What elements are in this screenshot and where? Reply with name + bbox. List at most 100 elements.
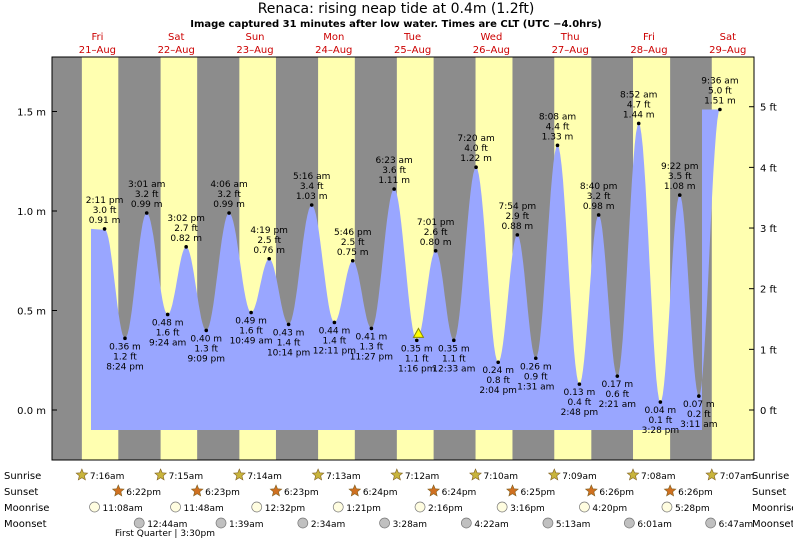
tide-point [433, 249, 438, 253]
tide-label: 12:33 am [432, 364, 475, 374]
moonset-time: 5:13am [556, 520, 591, 530]
tide-label: 7:20 am [457, 134, 494, 144]
day-name: Fri [643, 32, 655, 43]
sunrise-time: 7:14am [247, 472, 281, 482]
tide-label: 7:01 pm [417, 218, 455, 228]
tide-label: 0.07 m [683, 400, 715, 410]
tide-point [309, 203, 314, 207]
tide-label: 3:11 am [680, 420, 717, 430]
tide-label: 1.6 ft [156, 328, 180, 338]
moonrise-icon [89, 501, 100, 513]
sunset-row-label-left: Sunset [4, 487, 38, 498]
tide-label: 3.2 ft [135, 190, 159, 200]
tide-point [414, 338, 419, 343]
moonrise-time: 4:20pm [592, 504, 627, 514]
tide-point [286, 322, 291, 327]
tide-point [697, 394, 701, 398]
tide-point [227, 211, 231, 215]
tide-label: 3:28 pm [642, 426, 680, 436]
tide-label: 12:11 pm [313, 346, 356, 356]
tide-label: 1.44 m [623, 110, 655, 120]
tide-label: 9:24 am [149, 338, 186, 348]
sunrise-icon [75, 468, 89, 481]
tide-label: 0.9 ft [524, 372, 548, 382]
tide-label: 0.35 m [401, 344, 433, 354]
tide-label: 1.11 m [378, 176, 410, 186]
tide-label: 2.5 ft [257, 236, 281, 246]
moonset-icon [705, 517, 717, 529]
moonset-time: 12:44am [147, 520, 187, 530]
tide-label: 9:22 pm [661, 162, 699, 172]
tide-label: 0.91 m [89, 216, 121, 226]
tide-label: 0.82 m [170, 234, 202, 244]
day-name: Fri [91, 32, 103, 43]
tide-label: 1:31 am [517, 382, 554, 392]
tide-point [350, 258, 355, 263]
tide-label: 0.6 ft [605, 390, 629, 400]
moonrise-row-label-right: Moonrise [752, 503, 793, 514]
tide-label: 8:40 pm [580, 182, 618, 192]
day-date: 23–Aug [236, 45, 273, 56]
tide-label: 0.99 m [131, 200, 163, 210]
y-right-tick-label: 1 ft [760, 345, 777, 356]
day-date: 25–Aug [394, 45, 431, 56]
chart-title: Renaca: rising neap tide at 0.4m (1.2ft) [258, 1, 535, 17]
tide-label: 4:19 pm [250, 226, 288, 236]
tide-label: 0.80 m [420, 238, 452, 248]
moonrise-icon [661, 501, 673, 513]
sunset-time: 6:24pm [363, 488, 398, 498]
sunrise-row-label-left: Sunrise [4, 471, 41, 482]
sunrise-time: 7:10am [484, 472, 518, 482]
tide-label: 1.3 ft [194, 344, 218, 354]
tide-point [533, 356, 538, 361]
tide-label: 1:16 pm [398, 364, 436, 374]
tide-point [249, 310, 253, 315]
tide-label: 0.49 m [235, 316, 267, 326]
moonrise-icon [251, 501, 263, 513]
tide-point [718, 107, 722, 112]
sunset-time: 6:23pm [205, 488, 240, 498]
tide-label: 2.7 ft [174, 224, 198, 234]
tide-label: 0.75 m [337, 248, 369, 258]
tide-label: 11:27 pm [350, 352, 393, 362]
tide-label: 5:46 pm [334, 228, 372, 238]
sunrise-time: 7:09am [562, 472, 597, 482]
tide-point [204, 328, 209, 333]
sunrise-time: 7:13am [326, 472, 361, 482]
tide-label: 1.51 m [704, 97, 736, 107]
tide-label: 1.08 m [664, 182, 696, 192]
moonset-icon [297, 517, 309, 529]
sunset-icon [427, 484, 441, 497]
tide-label: 1.3 ft [360, 342, 384, 352]
tide-point [577, 382, 582, 386]
tide-point [267, 256, 271, 261]
tide-label: 1.2 ft [113, 352, 137, 362]
tide-point [596, 213, 601, 217]
tide-label: 4.7 ft [627, 100, 651, 110]
moonrise-time: 11:48am [184, 504, 224, 514]
tide-label: 1.1 ft [442, 354, 466, 364]
tide-point [332, 320, 337, 325]
current-level-marker [412, 327, 425, 338]
moonset-row-label-left: Moonset [4, 519, 47, 530]
tide-label: 0.4 ft [568, 398, 592, 408]
y-left-tick-label: 0.0 m [17, 406, 46, 417]
sunrise-icon [390, 468, 404, 481]
sunset-icon [269, 484, 283, 497]
tide-label: 1.4 ft [323, 336, 347, 346]
tide-label: 0.88 m [502, 222, 534, 232]
day-date: 27–Aug [552, 45, 589, 56]
day-name: Sun [245, 32, 264, 43]
tide-label: 1.03 m [296, 192, 328, 202]
tide-point [369, 326, 374, 331]
day-name: Sat [168, 32, 184, 43]
tide-label: 0.36 m [109, 342, 141, 352]
sunset-icon [663, 484, 677, 497]
tide-point [496, 360, 500, 365]
moonrise-time: 1:21pm [346, 504, 381, 514]
tide-label: 5.0 ft [708, 87, 732, 97]
day-date: 22–Aug [158, 45, 195, 56]
tide-label: 0.17 m [601, 380, 633, 390]
tide-label: 0.76 m [253, 246, 285, 256]
